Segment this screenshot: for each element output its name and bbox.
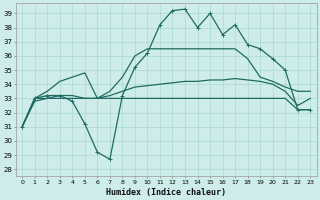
- X-axis label: Humidex (Indice chaleur): Humidex (Indice chaleur): [106, 188, 226, 197]
